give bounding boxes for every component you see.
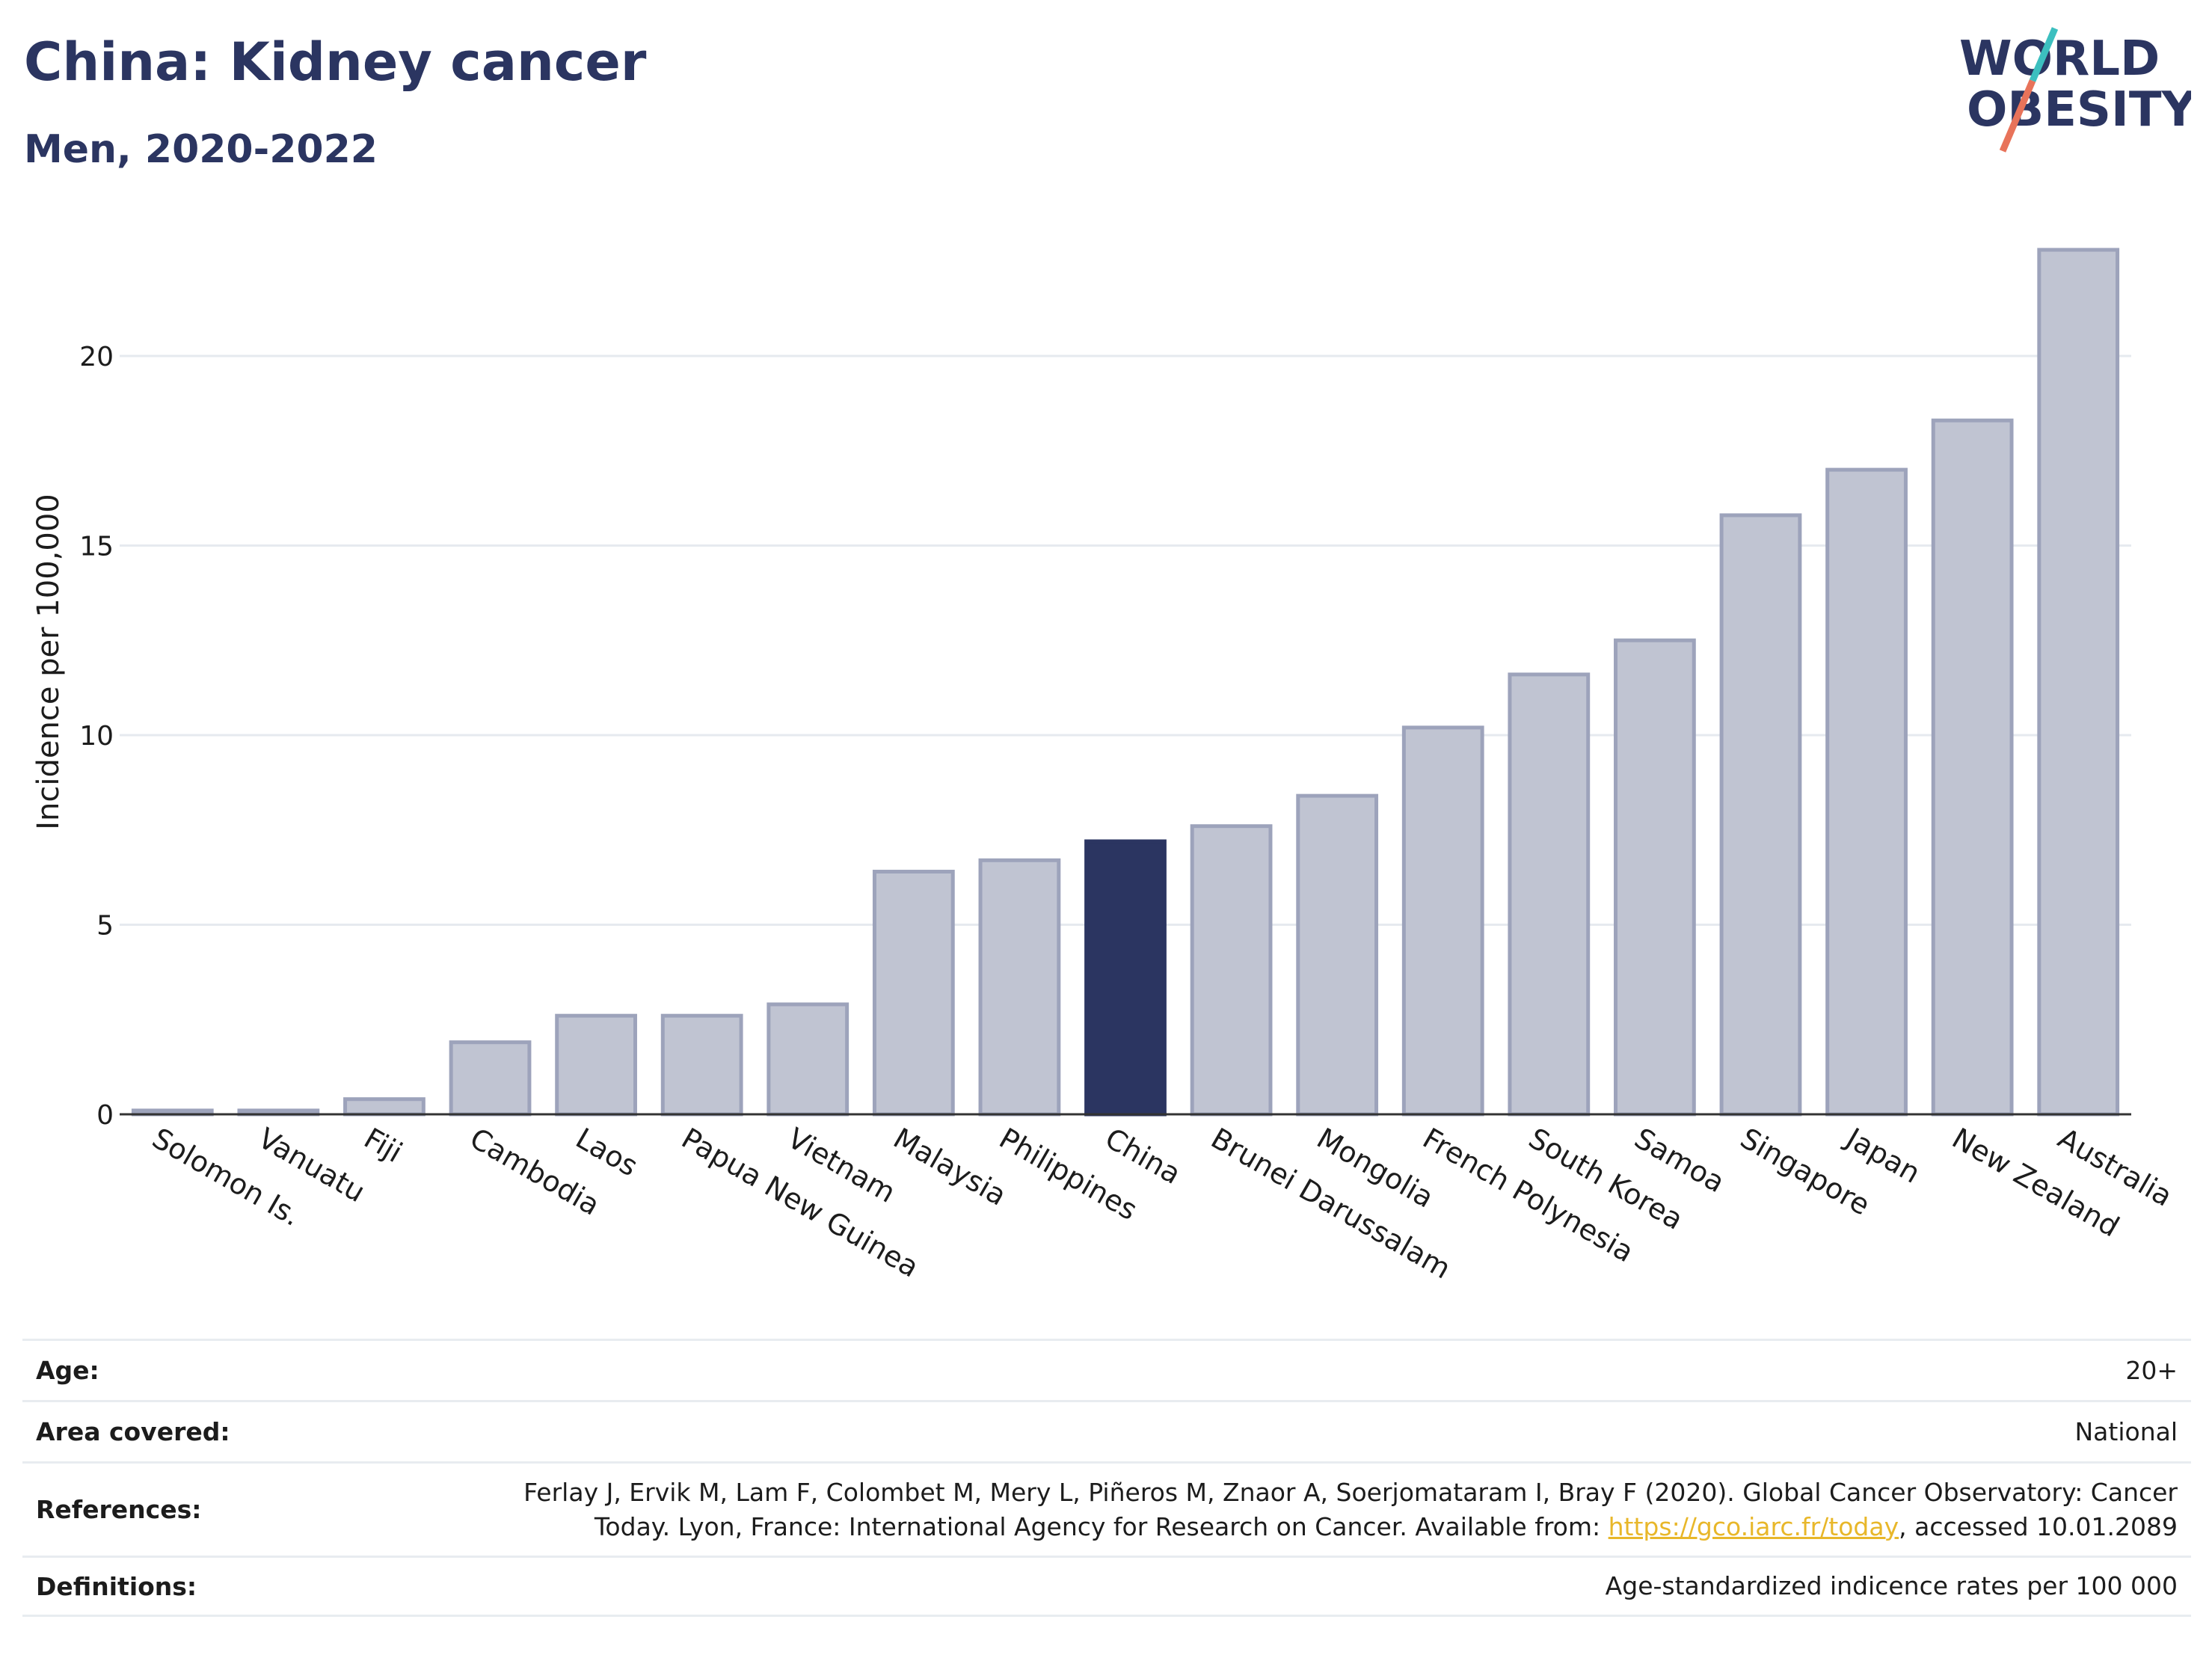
bar <box>1190 824 1273 1117</box>
y-tick-label: 15 <box>79 532 114 562</box>
bar <box>1931 418 2014 1117</box>
logo-line1: WORLD <box>1959 31 2160 87</box>
x-tick-label: Laos <box>571 1122 644 1183</box>
y-axis-label: Incidence per 100,000 <box>31 494 66 830</box>
y-tick-labels: 0 5 10 15 20 <box>79 342 114 1131</box>
references-value: Ferlay J, Ervik M, Lam F, Colombet M, Me… <box>523 1476 2178 1544</box>
info-row-references: References: Ferlay J, Ervik M, Lam F, Co… <box>22 1461 2191 1556</box>
definitions-value: Age-standardized indicence rates per 100… <box>1605 1571 2178 1600</box>
bar <box>1296 793 1379 1117</box>
info-row-area: Area covered: National <box>22 1400 2191 1461</box>
definitions-label: Definitions: <box>36 1571 197 1601</box>
bar <box>872 870 955 1117</box>
bar-highlight <box>1084 839 1167 1117</box>
area-label: Area covered: <box>36 1417 230 1446</box>
bar <box>343 1097 425 1117</box>
info-row-age: Age: 20+ <box>22 1339 2191 1400</box>
bar <box>978 858 1061 1117</box>
bar <box>660 1013 743 1117</box>
chart-title: China: Kidney cancer <box>24 31 647 93</box>
bar <box>766 1002 850 1117</box>
area-value: National <box>2074 1416 2178 1446</box>
bar <box>449 1040 532 1117</box>
bar <box>1719 513 1802 1117</box>
bars <box>131 248 2120 1117</box>
bar <box>2037 248 2120 1117</box>
bar <box>1614 638 1696 1117</box>
references-link[interactable]: https://gco.iarc.fr/today <box>1608 1511 1899 1541</box>
x-tick-label: Fiji <box>358 1122 408 1169</box>
logo-slash-coral <box>1999 79 2036 153</box>
bar <box>1825 467 1908 1117</box>
y-tick-label: 20 <box>79 342 114 372</box>
logo-line2: OBESITY <box>1967 82 2191 138</box>
chart-subtitle: Men, 2020-2022 <box>24 127 378 172</box>
x-tick-label: Malaysia <box>888 1122 1012 1212</box>
world-obesity-logo: WORLD OBESITY <box>1959 27 2191 153</box>
age-value: 20+ <box>2125 1355 2178 1385</box>
bar <box>1401 725 1484 1117</box>
bar <box>555 1013 637 1117</box>
references-line2-post: , accessed 10.01.2089 <box>1899 1511 2178 1541</box>
y-tick-label: 10 <box>79 721 114 752</box>
references-label: References: <box>36 1495 202 1524</box>
references-line2-pre: Today. Lyon, France: International Agenc… <box>594 1511 1609 1541</box>
logo-slash-teal <box>2029 27 2059 82</box>
info-table: Age: 20+ Area covered: National Referenc… <box>22 1339 2191 1617</box>
y-tick-label: 5 <box>96 911 114 942</box>
y-tick-label: 0 <box>96 1100 114 1131</box>
info-row-definitions: Definitions: Age-standardized indicence … <box>22 1556 2191 1617</box>
bar <box>1508 672 1591 1117</box>
references-line1: Ferlay J, Ervik M, Lam F, Colombet M, Me… <box>523 1477 2178 1507</box>
age-label: Age: <box>36 1356 99 1385</box>
